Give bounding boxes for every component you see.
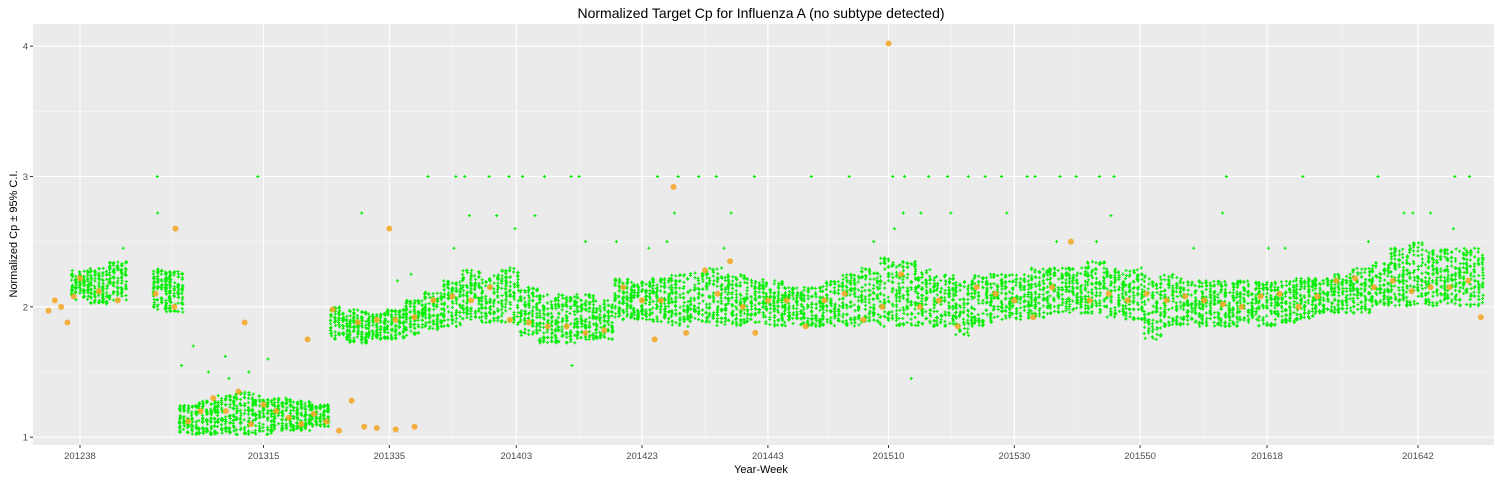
ci-point [78, 289, 82, 293]
ci-point [81, 288, 86, 292]
ci-point [74, 290, 78, 294]
ci-point [97, 273, 101, 277]
ci-point [100, 278, 105, 282]
ci-point [93, 279, 97, 283]
ci-point [93, 298, 97, 302]
ci-point [92, 294, 97, 298]
ci-point [74, 285, 78, 289]
ci-point [89, 301, 93, 305]
ci-point [82, 284, 86, 288]
ci-point [97, 266, 101, 271]
ci-point [70, 284, 74, 288]
ci-point [74, 274, 78, 278]
ci-point [93, 290, 97, 294]
ci-point [101, 299, 105, 303]
ci-point [78, 281, 82, 285]
ci-point [101, 271, 105, 275]
ci-point [89, 269, 93, 273]
ci-point [70, 268, 74, 273]
major-gridlines [33, 24, 1494, 445]
ci-point [97, 298, 102, 303]
ci-point [105, 272, 109, 276]
ci-point [86, 294, 90, 298]
ci-point [81, 295, 86, 299]
ci-point [74, 278, 78, 283]
ci-point [82, 280, 86, 284]
ci-point [74, 298, 78, 302]
ci-point [86, 279, 90, 284]
ci-point [88, 267, 92, 271]
ci-point [101, 286, 105, 290]
ci-point [105, 277, 109, 282]
ci-point [85, 297, 90, 302]
ci-point [89, 276, 94, 280]
ci-point [97, 276, 101, 280]
ci-point [101, 266, 105, 271]
ci-point [70, 272, 74, 276]
ci-point [101, 281, 105, 286]
ci-point [97, 283, 101, 287]
ci-point [82, 275, 86, 279]
ci-point [86, 285, 90, 289]
ci-point [77, 285, 82, 290]
minor-gridlines [33, 24, 1494, 445]
ci-point [89, 292, 93, 296]
ci-point [86, 289, 91, 293]
ci-point [89, 283, 93, 287]
ci-point [100, 296, 104, 300]
ci-point [88, 295, 93, 299]
ci-point [101, 292, 105, 296]
ci-point [70, 278, 74, 282]
ci-point [86, 274, 90, 278]
ci-point [93, 286, 97, 290]
ci-point [82, 291, 86, 295]
ci-point [92, 269, 97, 273]
ci-point [92, 284, 96, 288]
ci-point [92, 301, 97, 305]
ci-point [82, 269, 86, 273]
ci-point [93, 274, 97, 278]
ci-point [89, 287, 93, 291]
plot-panel [33, 24, 1494, 445]
ci-point [89, 274, 93, 278]
ci-point [70, 289, 74, 293]
ci-point [96, 300, 101, 305]
